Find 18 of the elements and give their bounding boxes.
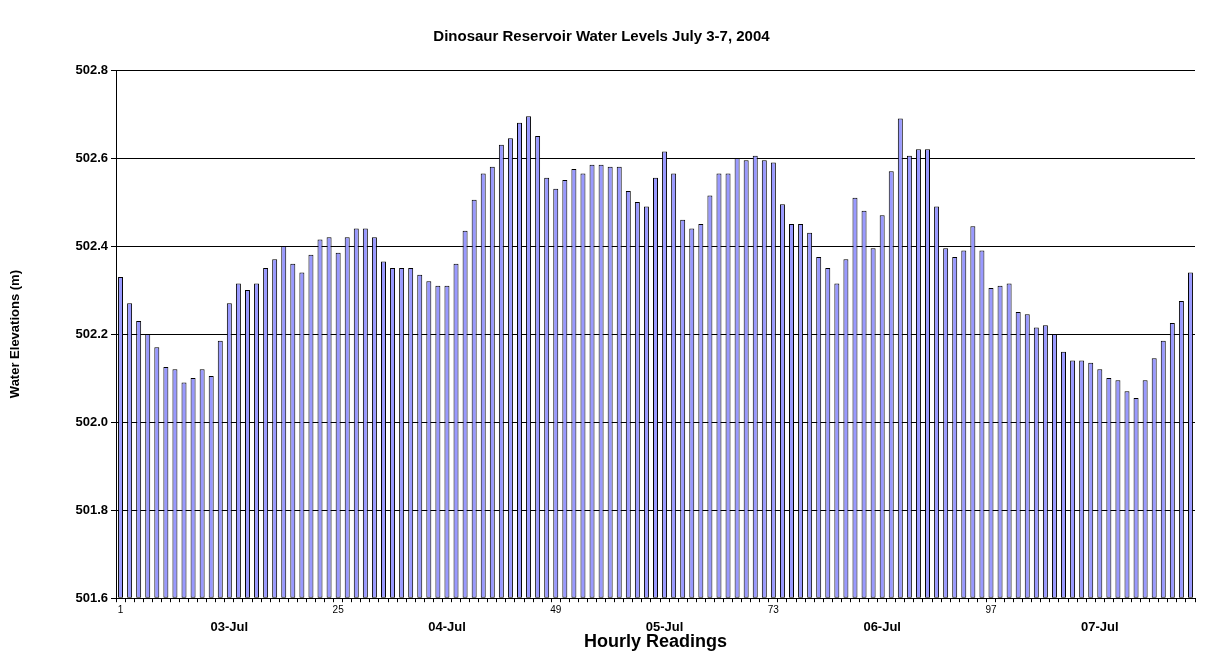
y-tick-label: 502.6 — [75, 149, 108, 165]
y-tick-label: 502.4 — [75, 237, 109, 253]
y-tick-label: 502.0 — [75, 413, 108, 429]
chart-title: Dinosaur Reservoir Water Levels July 3-7, 2004 — [433, 27, 771, 45]
x-tick-label: 25 — [332, 603, 345, 615]
x-tick-label: 07-Jul — [1081, 619, 1119, 635]
y-tick-label: 502.2 — [75, 325, 108, 341]
x-tick-label: 97 — [985, 603, 997, 615]
y-axis-title: Water Elevations (m) — [7, 270, 23, 399]
x-tick-label: 06-Jul — [863, 619, 901, 635]
x-tick-label: 04-Jul — [428, 619, 466, 635]
x-tick-label: 49 — [550, 603, 562, 615]
x-tick-label: 03-Jul — [210, 619, 249, 635]
y-tick-label: 501.8 — [75, 501, 108, 517]
x-tick-label: 1 — [117, 603, 124, 615]
y-tick-label: 501.6 — [75, 589, 108, 605]
y-tick-label: 502.8 — [75, 61, 108, 77]
x-tick-label: 73 — [767, 603, 780, 615]
